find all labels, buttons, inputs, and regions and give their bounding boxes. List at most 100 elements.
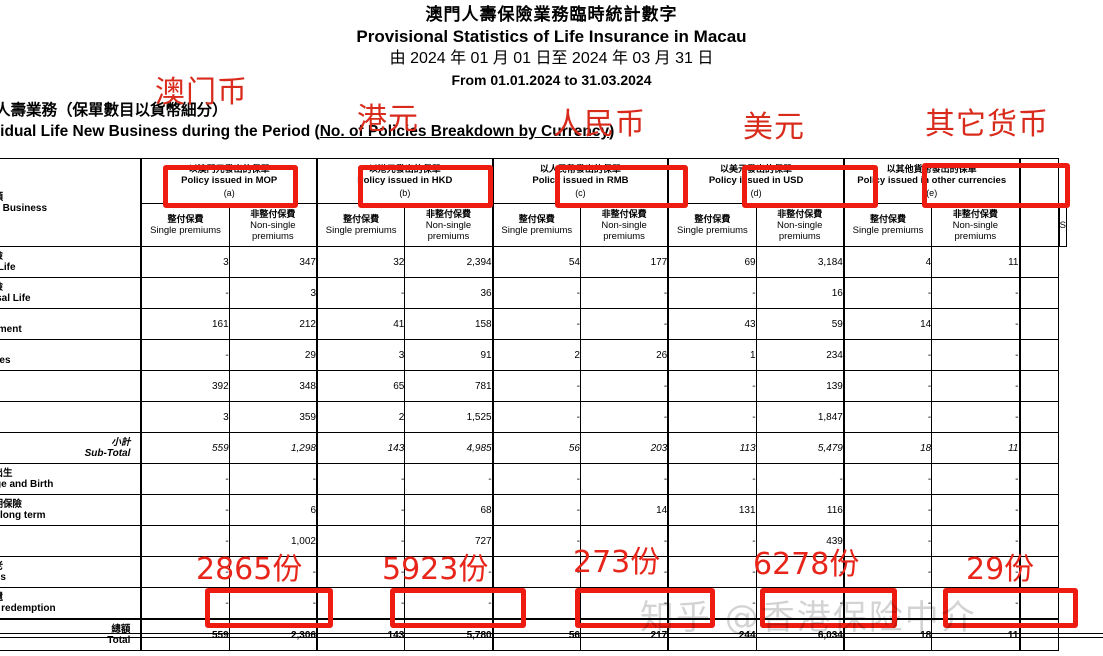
cell-value: - bbox=[579, 401, 669, 433]
cell-value: - bbox=[842, 463, 933, 495]
row-label-zh: 終身壽險 bbox=[0, 251, 140, 262]
cell-value: 91 bbox=[404, 339, 494, 371]
row-label: 終身壽險Whole Life bbox=[0, 246, 142, 278]
cell-value: - bbox=[491, 308, 581, 340]
watermark: 知乎 @香港保险中介 bbox=[640, 598, 977, 638]
table-row-marriage-and-birth: 結婚及出生Marriage and Birth---------- bbox=[0, 463, 1067, 495]
cell-value: 2 bbox=[491, 339, 581, 371]
annotation-policy-count-1: 5923份 bbox=[382, 552, 489, 587]
annotation-currency-label-2: 人民币 bbox=[553, 107, 646, 142]
annotation-highlight-total-1 bbox=[390, 588, 526, 628]
row-label-zh: 綜合養老 bbox=[0, 561, 140, 572]
row-label: 定期金Annuities bbox=[0, 339, 142, 371]
statistics-table: 業務種類 Type of Business 以澳門元發出的保單 Policy i… bbox=[0, 158, 1067, 651]
cell-value: 65 bbox=[316, 370, 406, 402]
section-heading-english-pre: Individual Life New Business during the … bbox=[0, 123, 320, 140]
document-titles: 澳門人壽保險業務臨時統計數字 Provisional Statistics of… bbox=[0, 4, 1103, 90]
section-heading-chinese: 個人人壽業務（保單數目以貨幣細分） bbox=[0, 102, 228, 119]
cell-value: 139 bbox=[755, 370, 845, 402]
annotation-policy-count-3: 6278份 bbox=[753, 547, 860, 582]
row-label: 定期Term bbox=[0, 370, 142, 402]
cell-value: 177 bbox=[579, 246, 669, 278]
annotation-highlight-total-0 bbox=[205, 588, 333, 628]
cell-value: 41 bbox=[316, 308, 406, 340]
cell-value: 14 bbox=[579, 494, 669, 526]
row-label-zh: 儲蓄 bbox=[0, 313, 140, 324]
cell-value: - bbox=[667, 525, 757, 557]
cell-value: 1 bbox=[667, 339, 757, 371]
cell-value: - bbox=[140, 556, 230, 588]
cell-value: - bbox=[931, 277, 1020, 309]
cell-value: - bbox=[667, 370, 757, 402]
type-of-business-en: Type of Business bbox=[0, 202, 48, 214]
row-label-zh: 疾病 bbox=[0, 530, 140, 541]
col-header-non-single-premiums-mop: 非整付保費 Non-single premiums bbox=[228, 203, 318, 247]
cell-value: - bbox=[842, 277, 933, 309]
cell-value: - bbox=[228, 556, 318, 588]
cell-value: 14 bbox=[842, 308, 933, 340]
col-header-type-of-business: 業務種類 Type of Business bbox=[0, 158, 142, 247]
annotation-currency-label-0: 澳门币 bbox=[155, 75, 248, 110]
row-label-en: Others bbox=[0, 417, 140, 428]
col-header-non-single-premiums-hkd: 非整付保費 Non-single premiums bbox=[404, 203, 494, 247]
row-label: 儲蓄Endowment bbox=[0, 308, 142, 340]
cell-value-partial bbox=[1018, 370, 1060, 402]
cell-value: - bbox=[579, 463, 669, 495]
cell-value-partial bbox=[1018, 339, 1060, 371]
cell-value: - bbox=[667, 556, 757, 588]
row-label-en: Marriage and Birth bbox=[0, 479, 54, 490]
row-label: 總額 Total bbox=[0, 618, 142, 651]
annotation-currency-label-4: 其它货币 bbox=[925, 107, 1049, 142]
cell-value-partial bbox=[1018, 556, 1060, 588]
cell-value: 781 bbox=[404, 370, 494, 402]
cell-value-partial bbox=[1018, 432, 1060, 464]
table-head: 業務種類 Type of Business 以澳門元發出的保單 Policy i… bbox=[0, 158, 1067, 247]
cell-value: 348 bbox=[228, 370, 318, 402]
cell-value: - bbox=[931, 339, 1020, 371]
cell-value: 6 bbox=[228, 494, 318, 526]
table-row-term: 定期Term39234865781---139-- bbox=[0, 370, 1067, 402]
cell-value: - bbox=[667, 401, 757, 433]
annotation-highlight-header-3 bbox=[742, 165, 878, 208]
cell-value: - bbox=[579, 277, 669, 309]
table-row-tontines: 綜合養老Tontines---------- bbox=[0, 556, 1067, 588]
cell-value: 11 bbox=[931, 246, 1020, 278]
row-label: 小計 Sub-Total bbox=[0, 432, 142, 464]
cell-value: - bbox=[316, 277, 406, 309]
row-label-zh: 定期 bbox=[0, 375, 140, 386]
cell-value: - bbox=[491, 525, 581, 557]
row-label-en: Annuities bbox=[0, 355, 11, 366]
annotation-highlight-total-4 bbox=[943, 588, 1078, 628]
cell-value: 11 bbox=[931, 432, 1020, 464]
cell-value: 16 bbox=[755, 277, 845, 309]
section-heading-english-underlined: No. of Policies Breakdown by Currency bbox=[319, 123, 610, 140]
row-label-en: Whole Life bbox=[0, 262, 16, 273]
cell-value: 158 bbox=[404, 308, 494, 340]
annotation-highlight-header-1 bbox=[358, 165, 493, 208]
row-label-zh: 小計 bbox=[111, 437, 131, 448]
cell-value: 68 bbox=[404, 494, 494, 526]
cell-value: 161 bbox=[140, 308, 230, 340]
cell-value: - bbox=[140, 277, 230, 309]
cell-value: - bbox=[931, 370, 1020, 402]
annotation-highlight-total-2 bbox=[575, 588, 715, 628]
cell-value: 56 bbox=[491, 432, 581, 464]
cell-value: - bbox=[316, 494, 406, 526]
cell-value: 32 bbox=[316, 246, 406, 278]
col-header-non-single-premiums-rmb: 非整付保費 Non-single premiums bbox=[579, 203, 669, 247]
row-label: 綜合養老Tontines bbox=[0, 556, 142, 588]
cell-value: - bbox=[842, 370, 933, 402]
cell-value: - bbox=[491, 401, 581, 433]
row-label: 萬用壽險Universal Life bbox=[0, 277, 142, 309]
row-label-en: Capital redemption bbox=[0, 603, 56, 614]
section-heading: 個人人壽業務（保單數目以貨幣細分） Individual Life New Bu… bbox=[0, 100, 684, 142]
col-header-single-premiums-mop: 整付保費 Single premiums bbox=[140, 203, 230, 247]
period-chinese: 由 2024 年 01 月 01 日至 2024 年 03 月 31 日 bbox=[389, 50, 714, 67]
cell-value: - bbox=[579, 308, 669, 340]
row-label-en: Health bbox=[0, 541, 140, 552]
cell-value: - bbox=[491, 494, 581, 526]
cell-value: - bbox=[579, 556, 669, 588]
cell-value: 143 bbox=[316, 432, 406, 464]
